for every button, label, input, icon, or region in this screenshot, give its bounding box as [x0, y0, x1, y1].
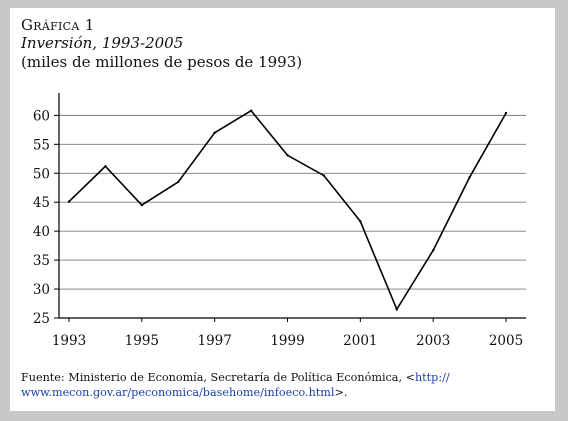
line-chart: 25 30 35 40 45 50 55 60 1993 1995 1997 1999 2001 2003…	[33, 93, 526, 349]
source-prefix: Fuente: Ministerio de Economía, Secretar…	[21, 371, 415, 384]
x-tick-label-2001: 2001	[343, 333, 377, 349]
series-line	[68, 109, 507, 312]
figure-heading: Gráfica 1 Inversión, 1993-2005 (miles de…	[21, 16, 302, 72]
y-tick-label-60: 60	[33, 108, 50, 124]
data-point-1996	[177, 180, 180, 184]
data-point-1993	[67, 200, 71, 203]
x-tick-label-2003: 2003	[416, 333, 450, 349]
source-link-part-1[interactable]: http://	[414, 371, 450, 384]
x-tick-label-1997: 1997	[197, 333, 231, 349]
source-suffix: >.	[334, 386, 348, 399]
data-point-2004	[468, 176, 471, 179]
chart-title: Inversión, 1993-2005	[21, 34, 184, 52]
x-tick-label-1993: 1993	[52, 333, 86, 349]
data-point-1997	[213, 131, 216, 134]
source-link-part-2[interactable]: www.mecon.gov.ar/peconomica/basehome/inf…	[21, 386, 335, 399]
x-tick-label-2005: 2005	[489, 333, 523, 349]
data-point-2005	[504, 111, 508, 115]
y-tick-label-35: 35	[33, 253, 50, 269]
source-note: Fuente: Ministerio de Economía, Secretar…	[21, 370, 541, 400]
chart-subtitle: (miles de millones de pesos de 1993)	[21, 53, 303, 71]
y-tick-label-25: 25	[33, 311, 50, 327]
data-point-2001	[359, 220, 362, 223]
x-tick-label-1995: 1995	[125, 333, 159, 349]
figure-card: Gráfica 1 Inversión, 1993-2005 (miles de…	[10, 8, 555, 411]
data-point-1998	[249, 109, 253, 112]
data-point-1995	[140, 203, 144, 207]
data-point-2000	[322, 174, 326, 177]
y-tick-label-55: 55	[33, 137, 50, 153]
x-tick-label-1999: 1999	[270, 333, 304, 349]
data-point-2003	[431, 249, 435, 252]
data-point-2002	[395, 308, 398, 311]
y-tick-label-45: 45	[33, 195, 50, 211]
data-point-1994	[104, 165, 107, 168]
data-point-1999	[286, 154, 289, 157]
y-tick-label-40: 40	[33, 224, 50, 240]
y-tick-label-50: 50	[33, 166, 50, 182]
y-tick-label-30: 30	[33, 282, 50, 298]
figure-label: Gráfica 1	[21, 16, 95, 34]
